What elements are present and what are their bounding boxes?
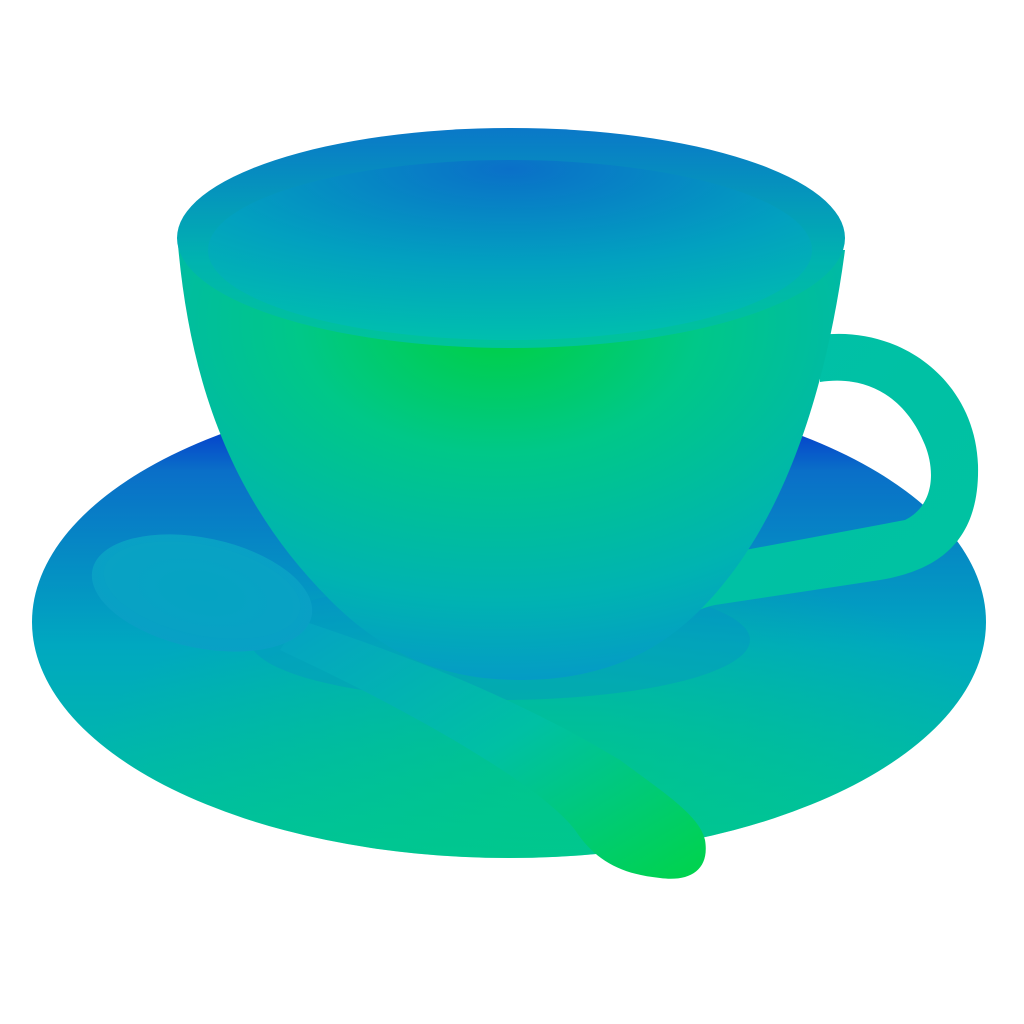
cup-rim [177,128,845,348]
cup-body [178,245,845,680]
cup-handle [680,333,979,620]
spoon [91,534,706,879]
